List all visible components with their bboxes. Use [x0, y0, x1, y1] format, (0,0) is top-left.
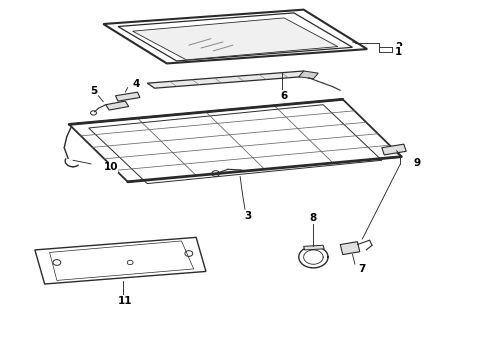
Text: 11: 11: [118, 296, 132, 306]
Text: 10: 10: [103, 162, 118, 172]
Polygon shape: [133, 18, 338, 60]
Polygon shape: [89, 105, 382, 184]
Polygon shape: [116, 92, 140, 101]
Text: 9: 9: [414, 158, 420, 168]
Polygon shape: [103, 10, 367, 63]
Text: 5: 5: [90, 86, 97, 96]
Text: 6: 6: [280, 91, 288, 101]
Polygon shape: [106, 101, 129, 110]
Polygon shape: [69, 99, 401, 182]
Polygon shape: [118, 13, 352, 61]
Polygon shape: [304, 245, 324, 250]
Text: 2: 2: [395, 42, 403, 52]
Text: 1: 1: [395, 46, 403, 57]
Text: 3: 3: [244, 211, 251, 221]
Text: 8: 8: [310, 213, 317, 223]
Text: 7: 7: [359, 264, 366, 274]
Polygon shape: [147, 71, 311, 88]
Polygon shape: [340, 242, 360, 255]
Polygon shape: [299, 71, 318, 79]
Text: 4: 4: [133, 79, 140, 89]
Polygon shape: [35, 237, 206, 284]
Polygon shape: [382, 144, 406, 155]
